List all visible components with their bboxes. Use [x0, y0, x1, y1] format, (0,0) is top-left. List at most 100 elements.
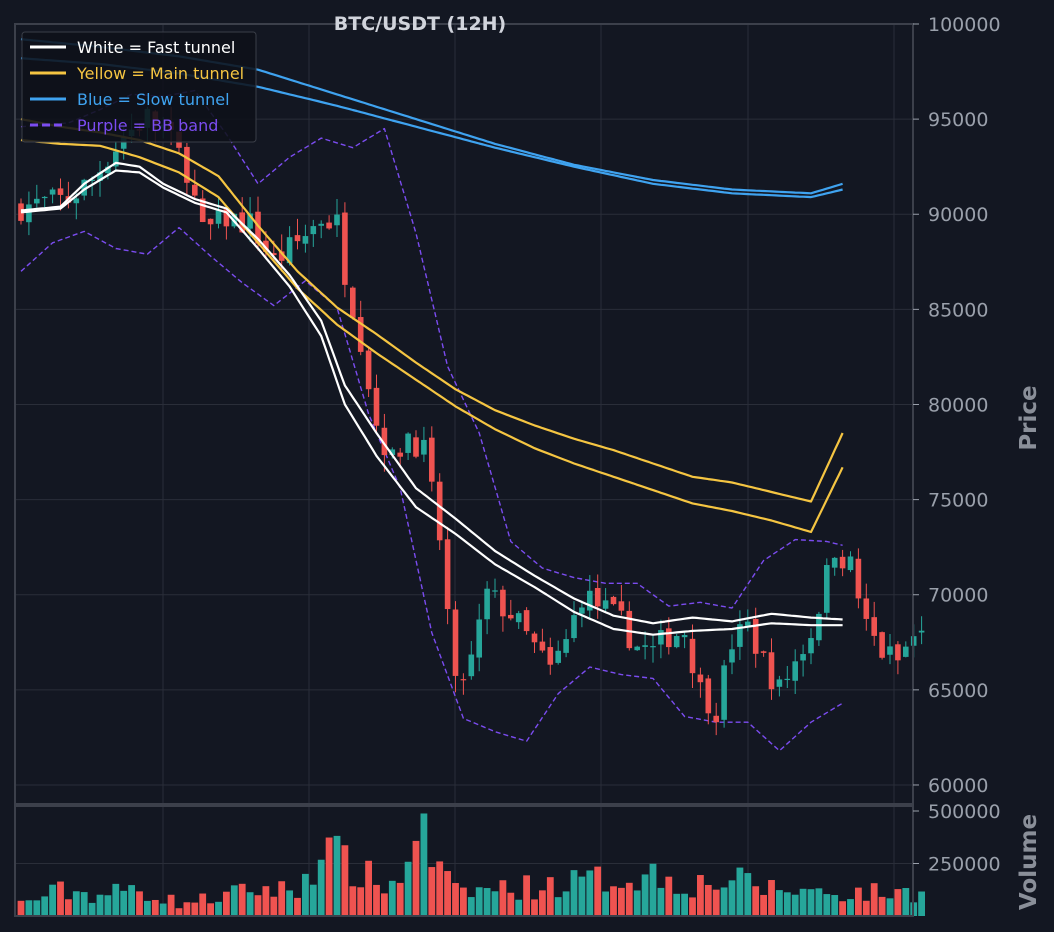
volume-bar: [728, 880, 736, 916]
volume-bar: [878, 896, 886, 916]
volume-bar: [120, 890, 128, 916]
volume-bar: [365, 860, 372, 916]
volume-bar: [302, 873, 309, 916]
candle-body: [105, 166, 111, 174]
candle-body: [476, 619, 482, 658]
volume-bar: [862, 900, 870, 916]
volume-bar: [491, 891, 499, 916]
candle-body: [334, 214, 340, 226]
candle-body: [452, 609, 459, 676]
volume-bar: [799, 888, 807, 916]
volume-bar: [783, 892, 791, 916]
candle-body: [808, 638, 814, 654]
candle-body: [302, 236, 309, 244]
volume-bar: [444, 871, 451, 916]
volume-bar: [207, 903, 214, 916]
candle-body: [271, 253, 277, 256]
candle-body: [429, 437, 435, 482]
volume-bar: [673, 893, 681, 916]
candle-body: [784, 678, 791, 681]
volume-bar: [41, 896, 49, 916]
volume-bar: [483, 888, 491, 916]
volume-bar: [752, 886, 760, 916]
bb-upper-line: [20, 89, 843, 609]
legend: White = Fast tunnel Yellow = Main tunnel B…: [21, 31, 257, 143]
volume-bar: [618, 887, 625, 916]
candle-body: [879, 632, 885, 658]
volume-bar: [404, 861, 412, 916]
main-tunnel-upper-line: [20, 118, 844, 503]
candle-body: [41, 196, 48, 199]
volume-bar: [467, 897, 475, 916]
volume-bar: [317, 859, 325, 916]
volume-bar: [633, 890, 641, 916]
candle-body: [357, 317, 364, 352]
candle-body: [871, 617, 877, 636]
candle-body: [223, 209, 230, 227]
fast-tunnel-lower-line: [20, 169, 843, 636]
candle-body: [413, 437, 419, 457]
volume-bar: [712, 889, 720, 916]
candle-body: [73, 198, 80, 204]
candle-body: [184, 146, 190, 183]
candle-body: [610, 596, 617, 605]
volume-bar: [776, 890, 783, 916]
legend-label: Yellow = Main tunnel: [76, 64, 244, 83]
volume-bar: [396, 882, 404, 916]
volume-bar: [515, 899, 523, 916]
candle-body: [839, 556, 846, 569]
volume-bar: [602, 891, 609, 916]
candle-body: [326, 222, 332, 229]
candle-body: [515, 613, 522, 623]
candle-body: [666, 628, 672, 648]
volume-bar: [562, 891, 570, 916]
volume-bar: [460, 887, 467, 916]
candle-body: [49, 189, 56, 195]
chart-title: BTC/USDT (12H): [334, 13, 507, 35]
volume-bar: [80, 892, 88, 916]
candle-body: [658, 630, 664, 645]
volume-bar: [894, 889, 902, 916]
volume-bar: [452, 883, 459, 916]
volume-bar: [381, 893, 388, 916]
candle-body: [752, 618, 759, 654]
candle-body: [863, 598, 870, 619]
candle-body: [745, 621, 751, 626]
volume-bar: [254, 895, 262, 916]
candle-body: [776, 679, 783, 687]
volume-axis-label: Volume: [1016, 814, 1042, 910]
candle-body: [673, 636, 680, 648]
price-tick-label: 80000: [928, 394, 988, 416]
candle-body: [768, 652, 775, 690]
volume-bar: [191, 902, 199, 916]
volume-bar: [230, 885, 238, 916]
volume-bar: [270, 896, 278, 916]
candle-body: [689, 638, 696, 674]
volume-bar: [546, 877, 554, 916]
price-tick-label: 95000: [928, 109, 988, 131]
candle-body: [523, 610, 530, 632]
volume-bar: [586, 870, 594, 916]
volume-bar: [33, 900, 41, 916]
volume-bar: [309, 884, 317, 916]
volume-bar: [388, 880, 396, 916]
volume-bar: [847, 899, 854, 916]
volume-bar: [665, 876, 673, 916]
volume-bar: [507, 892, 515, 916]
volume-bar: [539, 890, 546, 916]
candle-body: [350, 287, 356, 318]
volume-bar: [25, 900, 33, 916]
bb-lower-line: [20, 226, 843, 752]
volume-bar: [357, 887, 365, 916]
volume-bar: [610, 886, 617, 916]
volume-bar: [886, 898, 894, 916]
candle-body: [903, 646, 909, 657]
volume-bar: [72, 891, 80, 916]
volume-bar: [104, 895, 112, 916]
price-tick-label: 75000: [928, 490, 988, 512]
volume-bar: [373, 884, 380, 916]
price-panel-frame: [14, 23, 914, 805]
candle-body: [444, 539, 451, 610]
candle-body: [855, 558, 862, 599]
